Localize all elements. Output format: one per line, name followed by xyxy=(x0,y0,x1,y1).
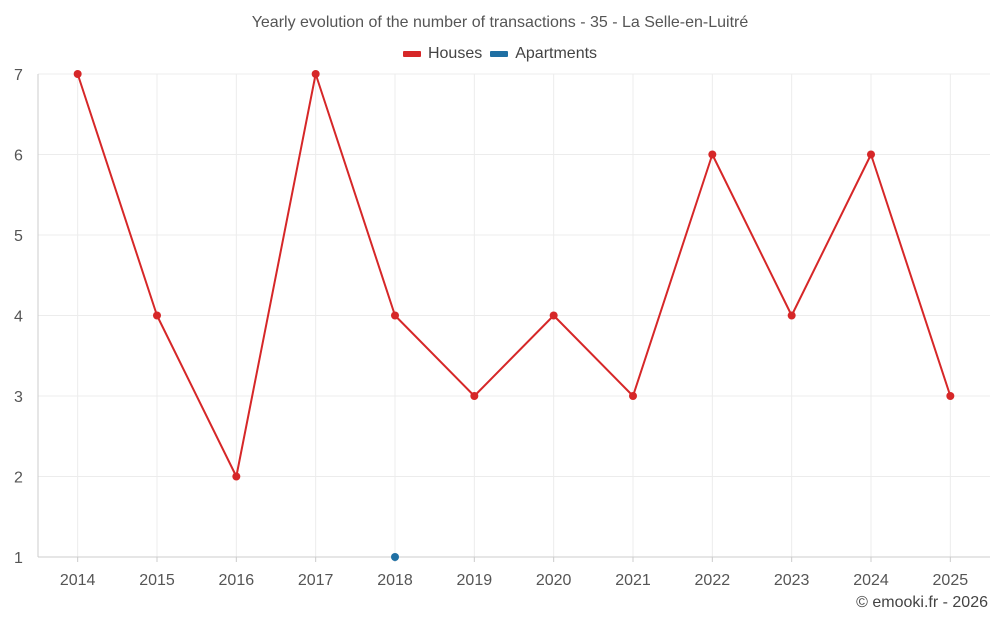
data-point-houses xyxy=(867,150,875,159)
y-tick-label: 2 xyxy=(14,470,23,487)
data-point-apartments xyxy=(391,553,399,561)
y-tick-label: 4 xyxy=(14,309,23,326)
legend-item-apartments[interactable]: Apartments xyxy=(490,45,597,63)
y-tick-label: 7 xyxy=(14,67,23,84)
series-line-houses xyxy=(76,73,952,478)
legend: Houses Apartments xyxy=(0,45,1000,63)
x-tick-label: 2018 xyxy=(377,572,413,589)
x-tick-label: 2017 xyxy=(298,572,334,589)
x-tick-label: 2020 xyxy=(536,572,572,589)
data-point-houses xyxy=(549,311,558,320)
data-point-houses xyxy=(946,392,955,400)
y-tick-label: 3 xyxy=(14,389,23,406)
x-tick-label: 2016 xyxy=(219,572,255,589)
credit-text: © emooki.fr - 2026 xyxy=(856,594,988,611)
data-point-houses xyxy=(153,311,161,320)
series xyxy=(73,70,955,561)
data-point-houses xyxy=(73,70,82,78)
legend-label-houses: Houses xyxy=(427,45,483,62)
data-point-houses xyxy=(708,150,717,159)
x-tick-label: 2015 xyxy=(139,572,175,589)
x-tick-label: 2019 xyxy=(457,572,493,589)
legend-swatch-houses xyxy=(402,51,421,57)
data-point-houses xyxy=(629,392,637,400)
data-point-houses xyxy=(232,472,241,481)
data-point-houses xyxy=(311,70,320,78)
x-tick-label: 2021 xyxy=(615,572,651,589)
x-tick-label: 2022 xyxy=(695,572,731,589)
data-point-houses xyxy=(470,392,479,400)
x-tick-label: 2023 xyxy=(774,572,810,589)
legend-swatch-apartments xyxy=(490,51,509,57)
chart-title: Yearly evolution of the number of transa… xyxy=(251,14,749,31)
grid xyxy=(38,73,990,558)
y-tick-label: 1 xyxy=(14,550,23,567)
legend-label-apartments: Apartments xyxy=(515,45,598,62)
x-tick-label: 2024 xyxy=(853,572,889,589)
y-tick-label: 5 xyxy=(14,228,23,245)
data-point-houses xyxy=(787,311,796,320)
x-tick-label: 2025 xyxy=(933,572,969,589)
y-tick-label: 6 xyxy=(14,148,23,165)
legend-item-houses[interactable]: Houses xyxy=(402,45,483,63)
data-point-houses xyxy=(391,311,399,320)
x-tick-label: 2014 xyxy=(60,572,96,589)
axes: 1 2 3 4 5 6 7 2014 2015 2016 2017 2018 2019 2020 2021 2… xyxy=(14,67,990,589)
